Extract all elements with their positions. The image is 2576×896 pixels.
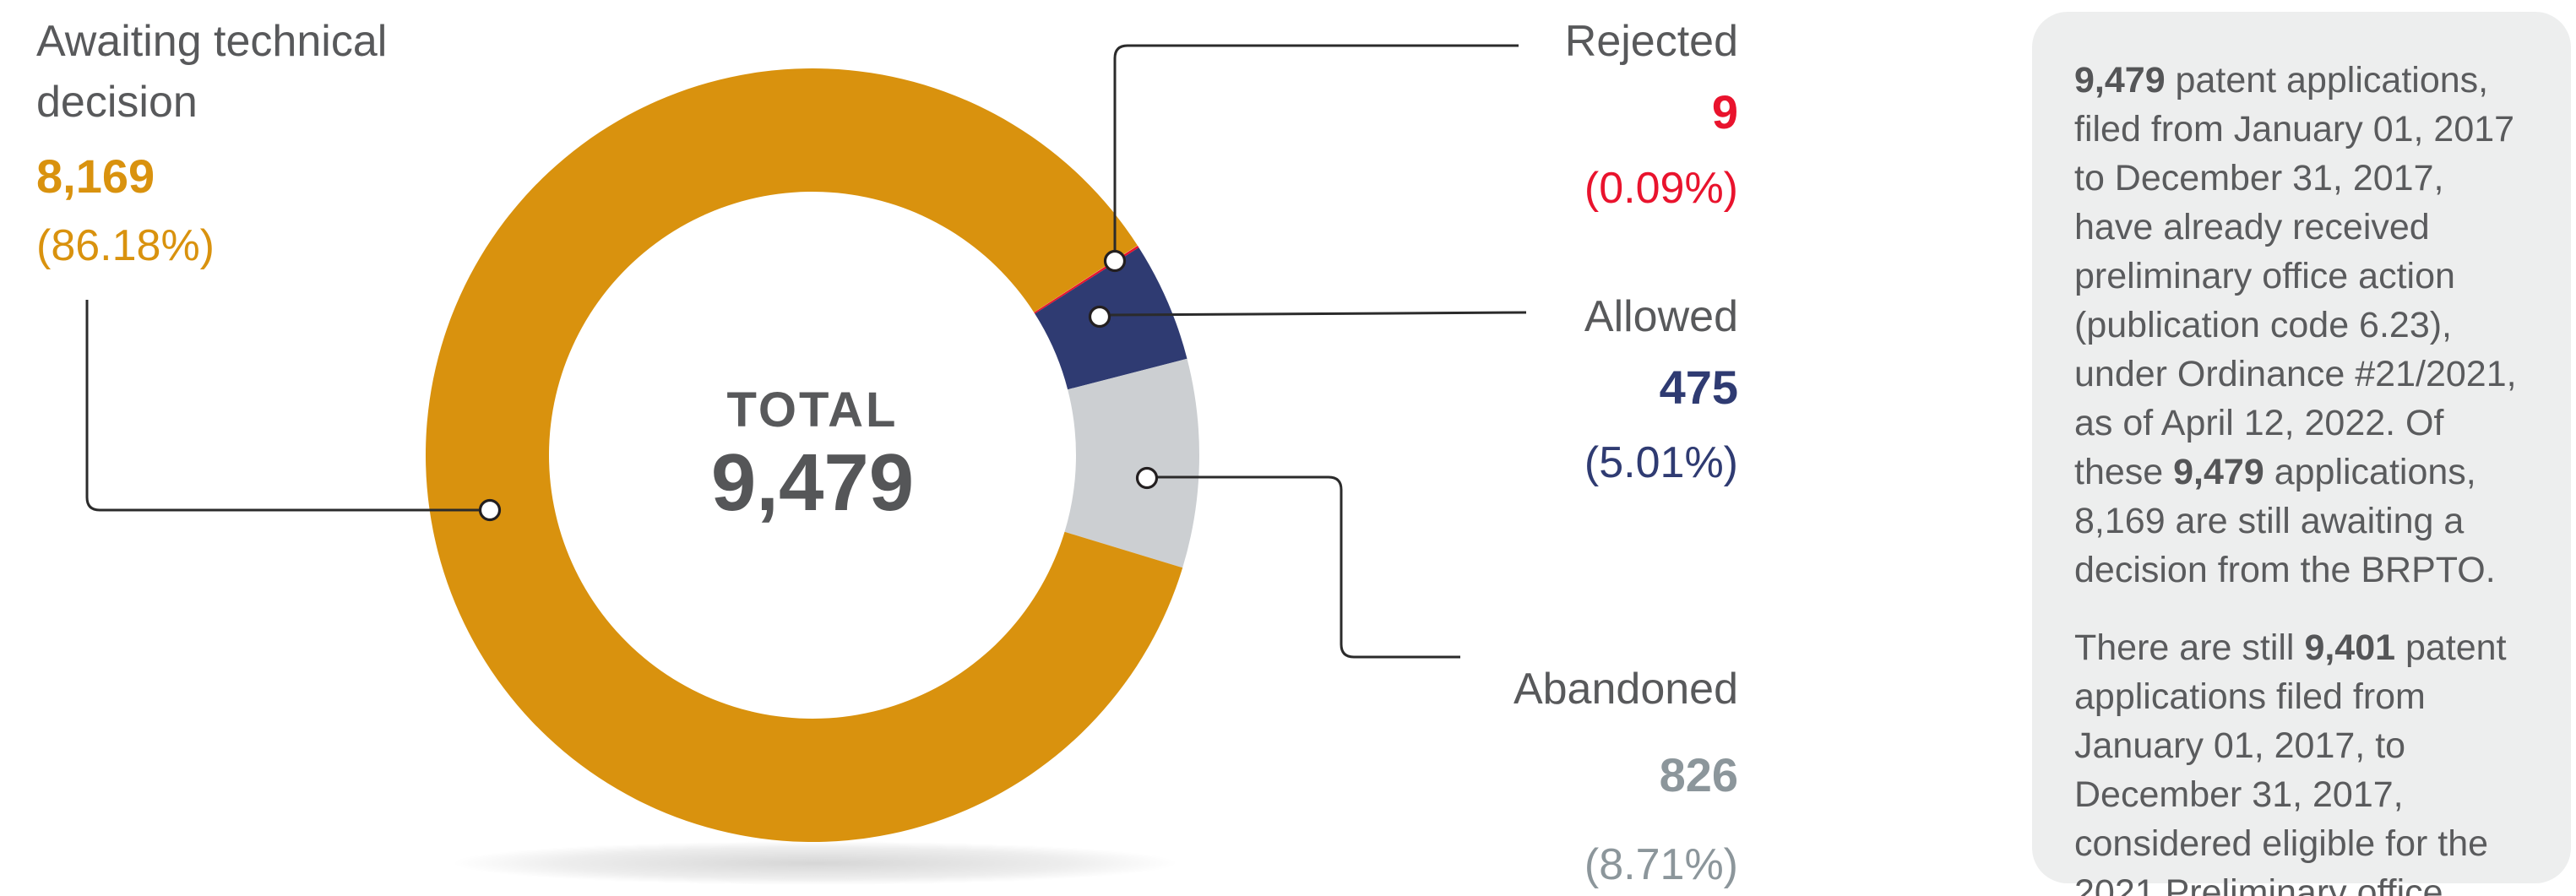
- marker-awaiting: [478, 498, 502, 522]
- info-panel-paragraph-1: 9,479 patent applications, filed from Ja…: [2074, 60, 2517, 590]
- callout-abandoned-pct: (8.71%): [1584, 840, 1738, 889]
- marker-rejected: [1103, 249, 1127, 273]
- info-panel: 9,479 patent applications, filed from Ja…: [2032, 12, 2571, 896]
- callout-allowed: Allowed 475 (5.01%): [1584, 292, 1738, 487]
- callout-rejected-value: 9: [1712, 85, 1738, 138]
- callout-allowed-pct: (5.01%): [1584, 438, 1738, 487]
- donut-slices: [425, 68, 1199, 843]
- callout-rejected-label: Rejected: [1565, 17, 1738, 66]
- callout-allowed-value: 475: [1660, 361, 1738, 414]
- marker-abandoned: [1135, 466, 1159, 490]
- leader-line-rejected: [1113, 44, 1519, 250]
- callout-abandoned: Abandoned 826 (8.71%): [1514, 665, 1738, 889]
- donut-slice-abandoned: [1064, 358, 1199, 568]
- callout-awaiting: Awaiting technical decision 8,169 (86.18…: [36, 17, 387, 270]
- donut-slice-awaiting-technical-decision: [425, 68, 1183, 843]
- callout-awaiting-pct: (86.18%): [36, 221, 215, 270]
- donut-chart: TOTAL 9,479 Awaiting technical decision …: [36, 17, 1738, 889]
- callout-allowed-label: Allowed: [1584, 292, 1738, 341]
- info-panel-text: 9,479 patent applications, filed from Ja…: [2074, 56, 2529, 896]
- callout-rejected-pct: (0.09%): [1584, 164, 1738, 213]
- leader-line-abandoned: [1157, 475, 1460, 659]
- leader-line-awaiting: [85, 300, 480, 512]
- callout-abandoned-label: Abandoned: [1514, 665, 1738, 714]
- donut-slice-allowed: [1035, 247, 1187, 390]
- donut-center-label: TOTAL: [727, 383, 899, 437]
- callout-awaiting-value: 8,169: [36, 149, 155, 203]
- callout-awaiting-label-line2: decision: [36, 78, 198, 127]
- callout-abandoned-value: 826: [1660, 748, 1738, 801]
- callout-rejected: Rejected 9 (0.09%): [1565, 17, 1738, 213]
- info-panel-paragraph-2: There are still 9,401 patent application…: [2074, 627, 2507, 896]
- marker-allowed: [1088, 305, 1111, 329]
- leader-line-allowed: [1110, 311, 1527, 317]
- donut-center-value: 9,479: [711, 437, 914, 528]
- donut-shadow: [452, 841, 1178, 885]
- callout-awaiting-label-line1: Awaiting technical: [36, 17, 387, 66]
